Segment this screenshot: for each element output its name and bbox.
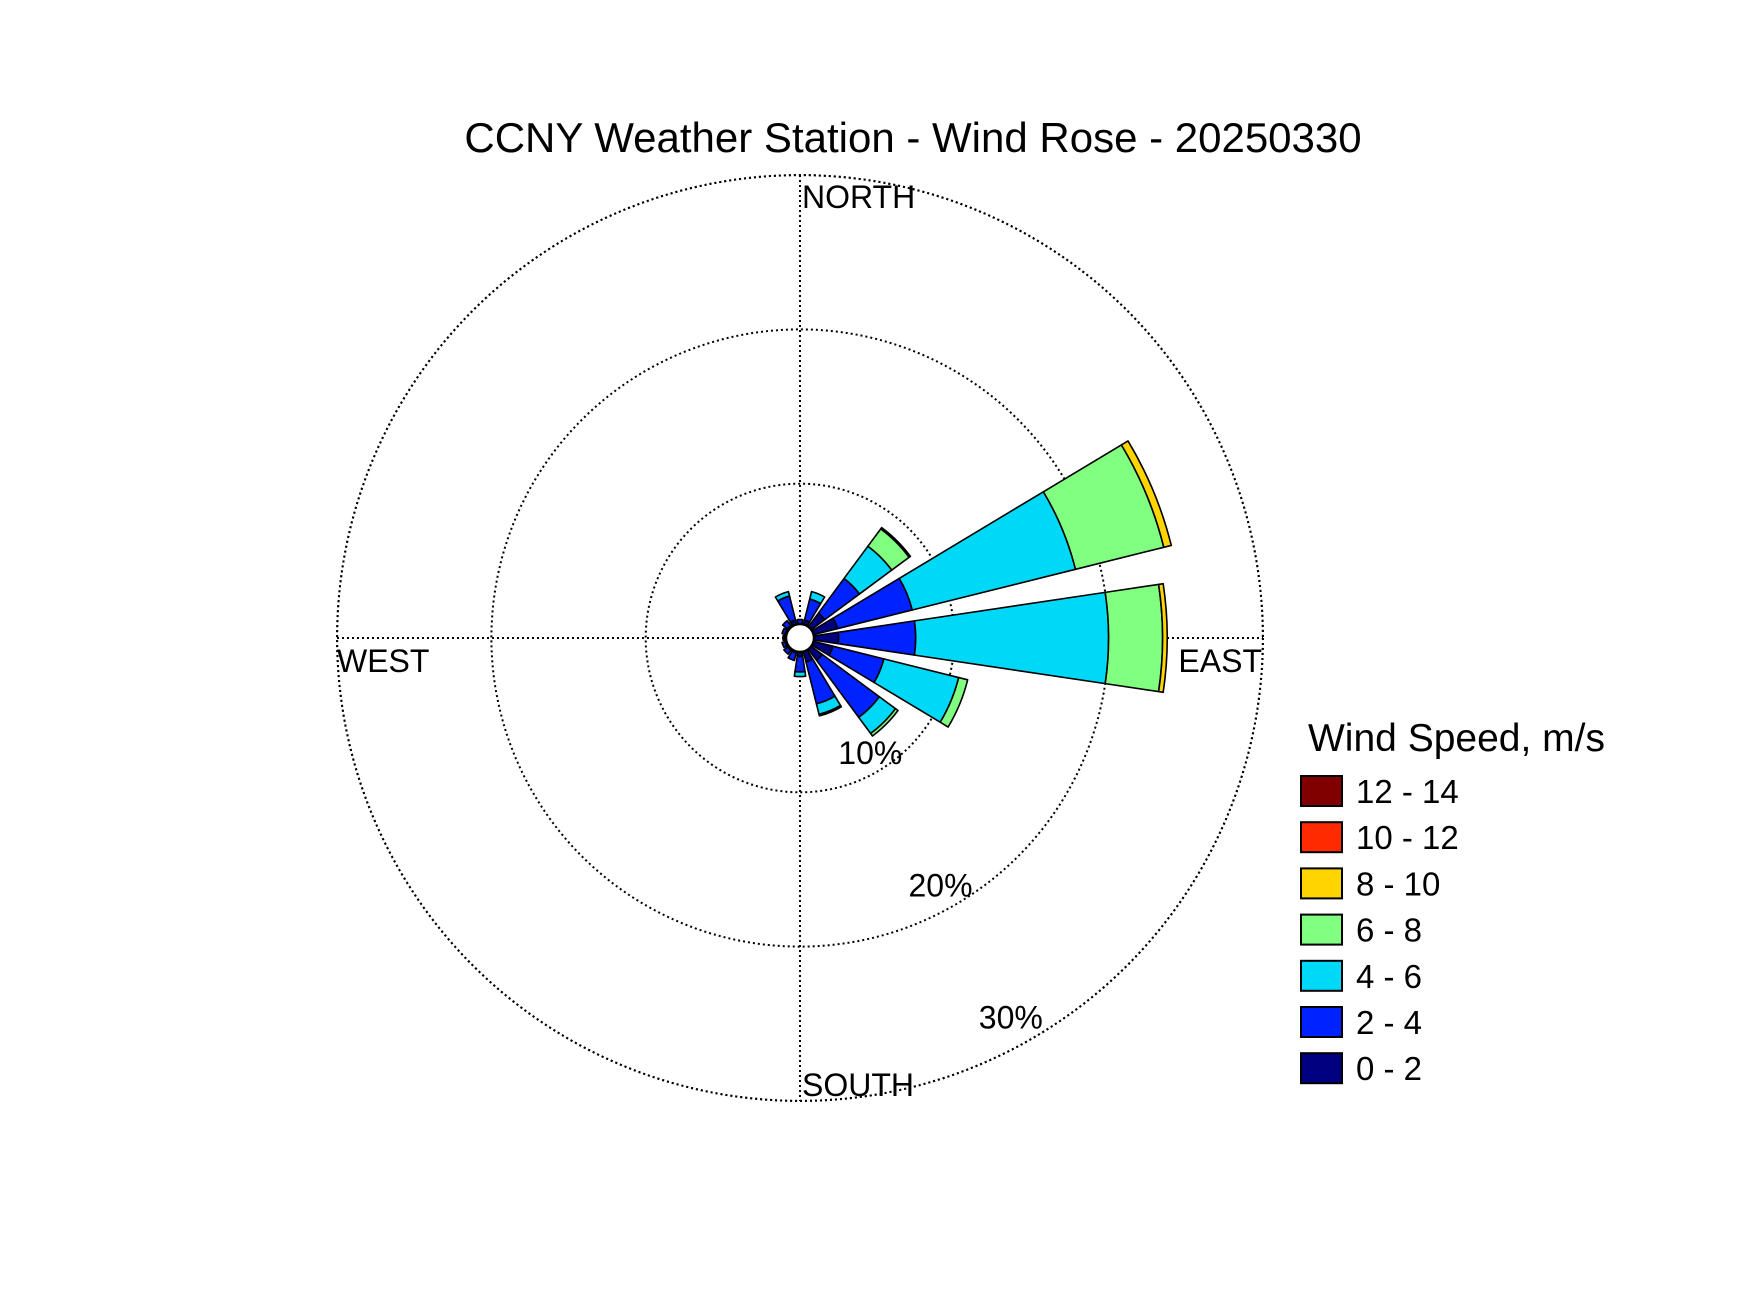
bar-nw-bin-1 (781, 619, 792, 630)
bar-wnw-bin-1 (781, 627, 788, 636)
bar-ne-bin-4 (879, 526, 912, 559)
bar-e-bin-4 (1157, 582, 1168, 694)
bar-s-bin-1 (794, 655, 806, 673)
legend: Wind Speed, m/s 12 - 14 10 - 12 8 - 10 6 - … (1300, 717, 1605, 1087)
legend-label: 6 - 8 (1356, 912, 1422, 949)
legend-swatch (1300, 959, 1343, 992)
legend-items: 12 - 14 10 - 12 8 - 10 6 - 8 4 - 6 2 - 4 0 - 2 (1300, 773, 1459, 1087)
legend-swatch (1300, 821, 1343, 854)
bar-s-bin-2 (793, 670, 807, 678)
legend-swatch (1300, 913, 1343, 946)
legend-label: 2 - 4 (1356, 1004, 1422, 1041)
legend-label: 4 - 6 (1356, 958, 1422, 995)
compass-label-east: EAST (1178, 643, 1262, 679)
legend-title: Wind Speed, m/s (1308, 717, 1605, 760)
legend-label: 12 - 14 (1356, 773, 1459, 810)
chart-title: CCNY Weather Station - Wind Rose - 20250… (464, 114, 1361, 161)
bar-e-bin-3 (1104, 583, 1164, 693)
compass-label-west: WEST (337, 643, 429, 679)
legend-swatch (1300, 1006, 1343, 1038)
compass-label-south: SOUTH (802, 1067, 914, 1103)
bar-sse-bin-3 (818, 704, 843, 717)
bar-w-bin-1 (782, 634, 786, 642)
ring-label-30: 30% (979, 1000, 1043, 1036)
legend-swatch (1300, 1052, 1343, 1085)
bar-ene-bin-4 (1120, 440, 1173, 549)
bar-ese-bin-3 (939, 676, 969, 728)
ring-label-20: 20% (908, 867, 972, 903)
bar-sw-bin-1 (783, 646, 792, 655)
legend-label: 0 - 2 (1356, 1050, 1422, 1087)
wind-rose-bars (774, 440, 1173, 737)
bar-ssw-bin-1 (787, 650, 798, 662)
bar-wsw-bin-1 (781, 640, 788, 649)
legend-label: 10 - 12 (1356, 819, 1459, 856)
calm-center-circle (784, 622, 816, 654)
radial-tick-labels: 10% 20% 30% (838, 735, 1043, 1035)
ring-label-10: 10% (838, 735, 902, 771)
bar-nnw-bin-2 (774, 590, 791, 602)
bar-nne-bin-2 (808, 590, 826, 605)
legend-swatch (1300, 867, 1343, 900)
grid-ring-outer (336, 174, 1264, 1102)
legend-label: 8 - 10 (1356, 865, 1440, 902)
compass-label-north: NORTH (802, 179, 915, 215)
bar-se-bin-3 (869, 707, 899, 737)
legend-swatch (1300, 775, 1343, 807)
